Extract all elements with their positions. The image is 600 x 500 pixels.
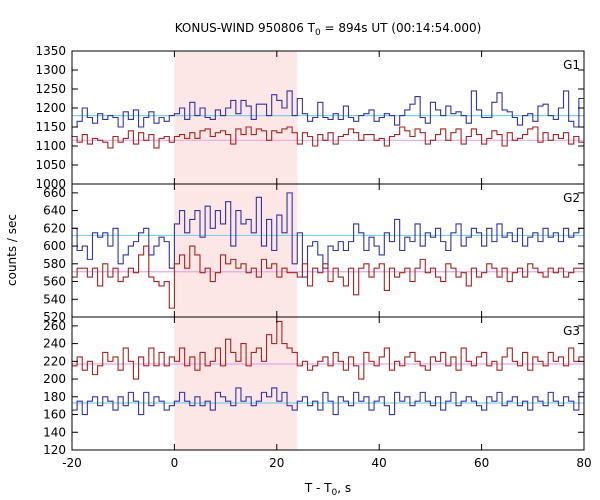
x-axis-label-rest: , s (337, 481, 351, 495)
panel-label-g3: G3 (563, 324, 580, 338)
y-tick-label: 1150 (35, 120, 66, 134)
step-curve-series-1 (72, 192, 584, 278)
step-curve-series-2 (72, 126, 584, 149)
chart-panels: 10001050110011501200125013001350G1520540… (35, 44, 591, 470)
figure-title-subscript: 0 (315, 28, 321, 38)
x-tick-label: -20 (62, 456, 82, 470)
step-curve-series-1 (72, 90, 584, 128)
figure-title-main: KONUS-WIND 950806 T (175, 21, 316, 35)
y-tick-label: 560 (43, 275, 66, 289)
y-tick-label: 620 (43, 221, 66, 235)
panel-g3: 120 140 160 180 200 220 240 260 -20 0 20 40 60 80 G3 (43, 316, 592, 470)
y-tick-label: 1000 (35, 177, 66, 191)
y-tick-label: 1300 (35, 63, 66, 77)
highlight-interval (174, 317, 298, 450)
x-tick-label: 0 (171, 456, 179, 470)
y-tick-label: 580 (43, 257, 66, 271)
y-tick-label: 220 (43, 354, 66, 368)
y-tick-label: 660 (43, 186, 66, 200)
y-tick-label: 200 (43, 372, 66, 386)
y-tick-label: 520 (43, 310, 66, 324)
figure-title-rest: = 894s UT (00:14:54.000) (321, 21, 482, 35)
y-tick-label: 120 (43, 443, 66, 457)
step-curve-series-2 (72, 245, 584, 309)
y-tick-label: 1350 (35, 44, 66, 58)
panel-label-g1: G1 (563, 58, 580, 72)
y-tick-label: 160 (43, 408, 66, 422)
y-tick-label: 140 (43, 425, 66, 439)
y-tick-label: 600 (43, 239, 66, 253)
y-tick-label: 540 (43, 292, 66, 306)
panel-label-g2: G2 (563, 191, 580, 205)
x-tick-label: 20 (269, 456, 284, 470)
y-tick-label: 1100 (35, 139, 66, 153)
highlight-interval (174, 184, 298, 317)
panel-g2: 520 540 560 580 600 620 640 660 G2 (43, 183, 585, 324)
y-tick-label: 260 (43, 319, 66, 333)
panel-g1: 1000 1050 1100 1150 1200 1250 1300 1350 G1 (35, 44, 585, 191)
step-curve-series-2 (72, 320, 584, 380)
y-tick-label: 1250 (35, 82, 66, 96)
figure-title: KONUS-WIND 950806 T0 = 894s UT (00:14:54… (175, 21, 482, 38)
y-tick-label: 640 (43, 204, 66, 218)
y-tick-label: 240 (43, 337, 66, 351)
y-tick-label: 1050 (35, 158, 66, 172)
y-tick-label: 180 (43, 390, 66, 404)
x-axis-label: T - T0, s (304, 481, 351, 498)
x-tick-label: 40 (372, 456, 387, 470)
y-tick-label: 1200 (35, 101, 66, 115)
y-axis-label: counts / sec (5, 214, 19, 286)
step-curve-series-1 (72, 387, 584, 416)
x-tick-label: 80 (576, 456, 591, 470)
x-axis-label-subscript: 0 (332, 488, 338, 498)
x-axis-label-main: T - T (304, 481, 332, 495)
highlight-interval (174, 51, 298, 184)
x-tick-label: 60 (474, 456, 489, 470)
panel-frame (71, 316, 585, 451)
